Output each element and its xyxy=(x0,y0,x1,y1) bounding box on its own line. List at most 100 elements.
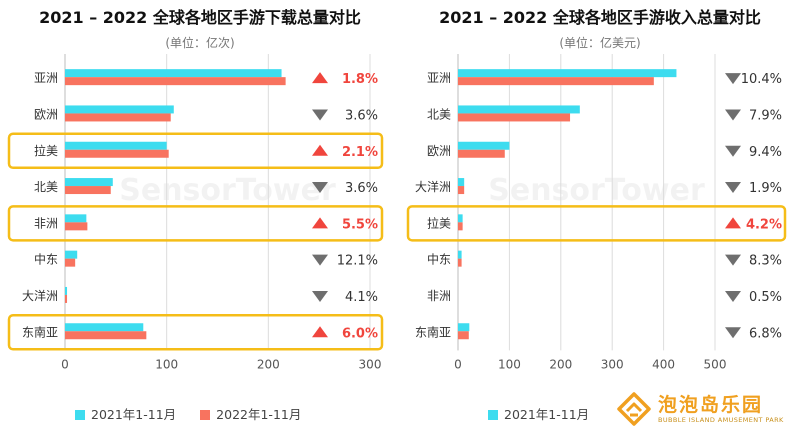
bar-2021 xyxy=(458,250,462,259)
legend-label-2022: 2022年1-11月 xyxy=(216,407,302,422)
change-down-icon xyxy=(725,327,741,339)
bar-2022 xyxy=(458,77,654,86)
category-label: 大洋洲 xyxy=(22,288,58,303)
change-percent-label: 4.1% xyxy=(345,290,378,305)
category-label: 亚洲 xyxy=(34,71,58,85)
change-percent-label: 3.6% xyxy=(345,181,378,196)
bar-2022 xyxy=(458,149,505,158)
change-percent-label: 6.0% xyxy=(342,326,378,341)
legend-item-2021: 2021年1-11月 xyxy=(488,407,589,422)
change-percent-label: 9.4% xyxy=(749,145,782,160)
watermark-text: SensorTower xyxy=(119,173,336,208)
logo-subtitle: BUBBLE ISLAND AMUSEMENT PARK xyxy=(658,416,784,424)
bar-2021 xyxy=(65,214,87,223)
bar-2022 xyxy=(65,77,286,86)
downloads-panel: 2021 – 2022 全球各地区手游下载总量对比 (单位：亿次) Sensor… xyxy=(7,8,384,423)
bar-2021 xyxy=(65,323,144,332)
category-label: 非洲 xyxy=(34,216,58,230)
brand-logo: 泡泡岛乐园 BUBBLE ISLAND AMUSEMENT PARK xyxy=(616,390,788,430)
bar-2022 xyxy=(458,113,571,122)
category-label: 非洲 xyxy=(427,289,451,303)
legend-label-2021: 2021年1-11月 xyxy=(504,407,590,422)
change-percent-label: 10.4% xyxy=(741,72,782,87)
bar-2021 xyxy=(65,69,282,78)
change-down-icon xyxy=(725,290,741,302)
x-tick-label: 200 xyxy=(549,357,572,371)
change-up-icon xyxy=(725,217,741,229)
legend-swatch-2021 xyxy=(75,410,85,420)
change-percent-label: 7.9% xyxy=(749,108,782,123)
bar-2022 xyxy=(65,149,169,158)
x-tick-label: 200 xyxy=(257,357,280,371)
change-down-icon xyxy=(312,254,328,266)
category-label: 拉美 xyxy=(427,215,451,230)
change-down-icon xyxy=(725,145,741,157)
category-label: 拉美 xyxy=(34,143,58,158)
change-down-icon xyxy=(725,182,741,194)
category-label: 欧洲 xyxy=(34,107,58,121)
change-up-icon xyxy=(312,217,328,229)
change-percent-label: 8.3% xyxy=(749,254,782,269)
watermark-text: SensorTower xyxy=(488,173,705,208)
chart-title: 2021 – 2022 全球各地区手游收入总量对比 xyxy=(439,8,761,27)
logo-name: 泡泡岛乐园 xyxy=(658,394,764,416)
change-down-icon xyxy=(725,73,741,85)
bar-2022 xyxy=(458,258,462,267)
bar-2021 xyxy=(65,141,167,150)
highlight-box xyxy=(406,205,787,242)
x-tick-label: 100 xyxy=(155,357,178,371)
change-down-icon xyxy=(725,254,741,266)
chart-title: 2021 – 2022 全球各地区手游下载总量对比 xyxy=(39,8,361,27)
bar-2022 xyxy=(458,186,465,195)
legend-item-2021: 2021年1-11月 xyxy=(75,407,176,422)
legend-swatch-2022 xyxy=(200,410,211,420)
x-tick-label: 300 xyxy=(601,357,624,371)
change-up-icon xyxy=(312,144,328,156)
bar-2022 xyxy=(65,222,88,231)
change-down-icon xyxy=(312,109,328,121)
category-label: 北美 xyxy=(427,107,451,121)
change-percent-label: 2.1% xyxy=(342,145,378,160)
change-percent-label: 1.9% xyxy=(749,181,782,196)
bar-2022 xyxy=(65,294,68,303)
bar-2021 xyxy=(65,286,68,295)
change-percent-label: 5.5% xyxy=(342,217,378,232)
category-label: 欧洲 xyxy=(427,144,451,158)
bar-2021 xyxy=(458,214,463,223)
category-label: 北美 xyxy=(34,180,58,194)
highlight-box xyxy=(7,132,384,169)
bar-2021 xyxy=(65,250,78,259)
category-label: 东南亚 xyxy=(22,324,58,339)
x-tick-label: 0 xyxy=(61,357,69,371)
bar-2021 xyxy=(65,105,174,114)
change-percent-label: 12.1% xyxy=(337,254,378,269)
change-percent-label: 6.8% xyxy=(749,326,782,341)
revenue-panel: 2021 – 2022 全球各地区手游收入总量对比 (单位：亿美元) Senso… xyxy=(400,0,800,436)
bar-2022 xyxy=(65,331,147,340)
downloads-chart: SensorTower 0 100 200 300 亚洲 1.8% 欧洲 3.6% 拉美 2.1% 北… xyxy=(7,54,384,371)
x-tick-label: 400 xyxy=(652,357,675,371)
category-label: 东南亚 xyxy=(415,324,451,339)
change-up-icon xyxy=(312,72,328,84)
island-logo-icon xyxy=(617,392,651,426)
x-tick-label: 300 xyxy=(359,357,382,371)
bar-2022 xyxy=(65,186,111,195)
chart-legend: 2021年1-11月 2022年1-11月 xyxy=(75,404,321,423)
change-up-icon xyxy=(312,326,328,338)
category-label: 大洋洲 xyxy=(415,179,451,194)
change-down-icon xyxy=(725,109,741,121)
chart-legend: 2021年1-11月 xyxy=(488,404,609,423)
bar-2021 xyxy=(458,323,470,332)
chart-unit: (单位：亿美元) xyxy=(559,36,641,50)
change-down-icon xyxy=(312,290,328,302)
highlight-box xyxy=(7,205,384,242)
category-label: 中东 xyxy=(427,252,451,267)
bar-2021 xyxy=(458,105,580,114)
bar-2021 xyxy=(65,178,113,187)
change-percent-label: 4.2% xyxy=(746,217,782,232)
change-percent-label: 3.6% xyxy=(345,108,378,123)
revenue-chart: SensorTower 0 100 200 300 400 500 亚洲 10.4% 北美 7.9%… xyxy=(406,54,787,371)
legend-item-2022: 2022年1-11月 xyxy=(200,407,301,422)
legend-label-2021: 2021年1-11月 xyxy=(91,407,177,422)
bar-2022 xyxy=(65,113,171,122)
